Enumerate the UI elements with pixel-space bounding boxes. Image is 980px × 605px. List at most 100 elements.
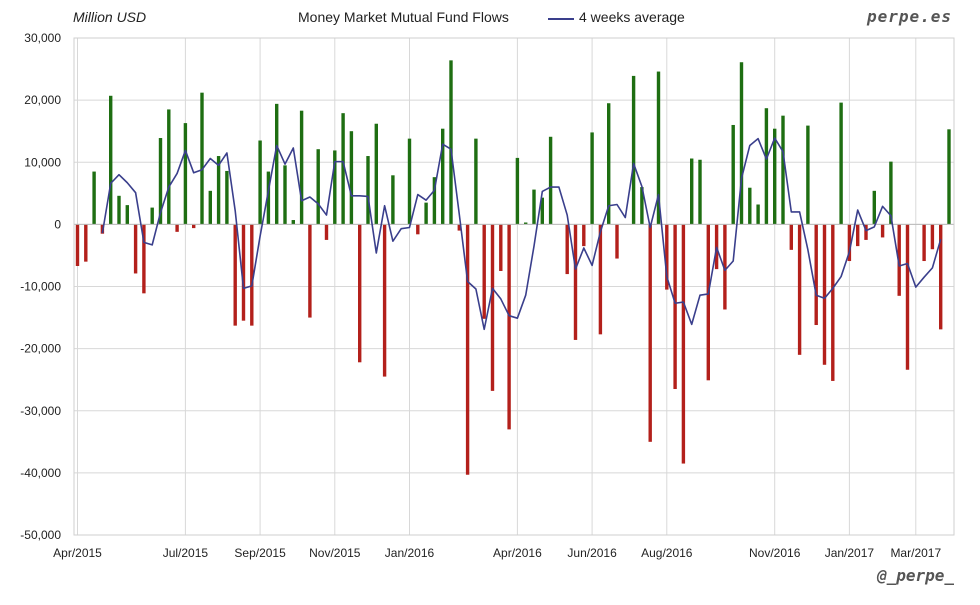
outflow-bar (681, 224, 686, 464)
outflow-bar (241, 224, 246, 321)
inflow-bar (299, 110, 304, 225)
legend-line-swatch (548, 18, 574, 20)
inflow-bar (366, 156, 370, 225)
inflow-bar (216, 156, 221, 225)
inflow-bar (764, 108, 769, 225)
chart-title: Money Market Mutual Fund Flows (298, 9, 509, 25)
outflow-bar (416, 224, 420, 235)
outflow-bar (706, 224, 710, 381)
inflow-bar (92, 171, 96, 225)
inflow-bar (424, 202, 428, 225)
outflow-bar (142, 224, 146, 294)
brand-watermark-top: perpe.es (866, 7, 952, 26)
inflow-bar (167, 109, 171, 225)
inflow-bar (109, 95, 113, 225)
outflow-bar (499, 224, 503, 271)
outflow-bar (175, 224, 179, 232)
outflow-bar (822, 224, 827, 365)
inflow-bar (200, 92, 204, 225)
outflow-bar (192, 224, 196, 229)
inflow-bar (532, 189, 536, 225)
inflow-bar (266, 171, 271, 225)
outflow-bar (482, 224, 486, 319)
outflow-bar (897, 224, 901, 296)
outflow-bar (582, 224, 586, 247)
outflow-bar (233, 224, 237, 326)
outflow-bar (573, 224, 578, 340)
x-tick-label: Jan/2017 (825, 546, 875, 560)
inflow-bar (117, 195, 121, 225)
inflow-bar (889, 161, 893, 225)
inflow-bar (515, 157, 520, 225)
outflow-bar (457, 224, 461, 231)
inflow-bar (739, 62, 744, 225)
x-tick-label: Jan/2016 (385, 546, 435, 560)
outflow-bar (598, 224, 603, 335)
outflow-bar (382, 224, 387, 377)
x-tick-label: Sep/2015 (234, 546, 286, 560)
inflow-bar (756, 204, 760, 225)
inflow-bar (291, 220, 295, 225)
outflow-bar (324, 224, 329, 240)
outflow-bar (856, 224, 860, 247)
inflow-bar (690, 158, 694, 225)
inflow-bar (698, 159, 702, 225)
y-tick-label: -20,000 (20, 342, 61, 356)
brand-handle-bottom: @_perpe_ (876, 566, 954, 585)
plot-border (73, 37, 955, 536)
inflow-bar (125, 205, 129, 225)
x-tick-label: Jul/2015 (163, 546, 209, 560)
inflow-bar (432, 177, 437, 225)
inflow-bar (333, 150, 337, 225)
outflow-bar (797, 224, 802, 355)
outflow-bar (922, 224, 926, 262)
y-tick-label: 30,000 (24, 31, 61, 45)
x-tick-label: Nov/2015 (309, 546, 361, 560)
outflow-bar (308, 224, 312, 318)
outflow-bar (814, 224, 818, 326)
outflow-bar (565, 224, 569, 275)
outflow-bar (847, 224, 852, 262)
inflow-bar (806, 125, 810, 225)
outflow-bar (673, 224, 677, 390)
x-tick-label: Mar/2017 (890, 546, 941, 560)
x-tick-label: Aug/2016 (641, 546, 693, 560)
inflow-bar (225, 170, 229, 225)
outflow-bar (133, 224, 138, 274)
inflow-bar (548, 136, 553, 225)
inflow-bar (374, 123, 378, 225)
inflow-bar (316, 149, 320, 225)
inflow-bar (748, 187, 752, 225)
outflow-bar (665, 224, 669, 290)
outflow-bar (465, 224, 470, 475)
inflow-bar (341, 113, 345, 225)
inflow-bar (656, 71, 661, 225)
outflow-bar (358, 224, 362, 363)
bars (75, 60, 951, 475)
inflow-bar (773, 128, 777, 225)
outflow-bar (864, 224, 868, 240)
unit-label: Million USD (73, 9, 147, 25)
inflow-bar (391, 175, 395, 225)
outflow-bar (831, 224, 835, 381)
inflow-bar (640, 187, 644, 225)
outflow-bar (723, 224, 727, 310)
outflow-bar (75, 224, 80, 266)
inflow-bar (524, 222, 528, 225)
inflow-bar (407, 138, 412, 225)
inflow-bar (150, 207, 154, 225)
y-tick-label: -30,000 (20, 404, 61, 418)
outflow-bar (905, 224, 910, 370)
outflow-bar (939, 224, 943, 330)
inflow-bar (183, 123, 188, 225)
inflow-bar (590, 132, 594, 225)
inflow-bar (607, 103, 611, 225)
inflow-bar (349, 131, 354, 225)
inflow-bar (441, 128, 445, 225)
outflow-bar (648, 224, 652, 442)
outflow-bar (507, 224, 511, 430)
y-tick-label: -40,000 (20, 466, 61, 480)
inflow-bar (258, 140, 262, 225)
